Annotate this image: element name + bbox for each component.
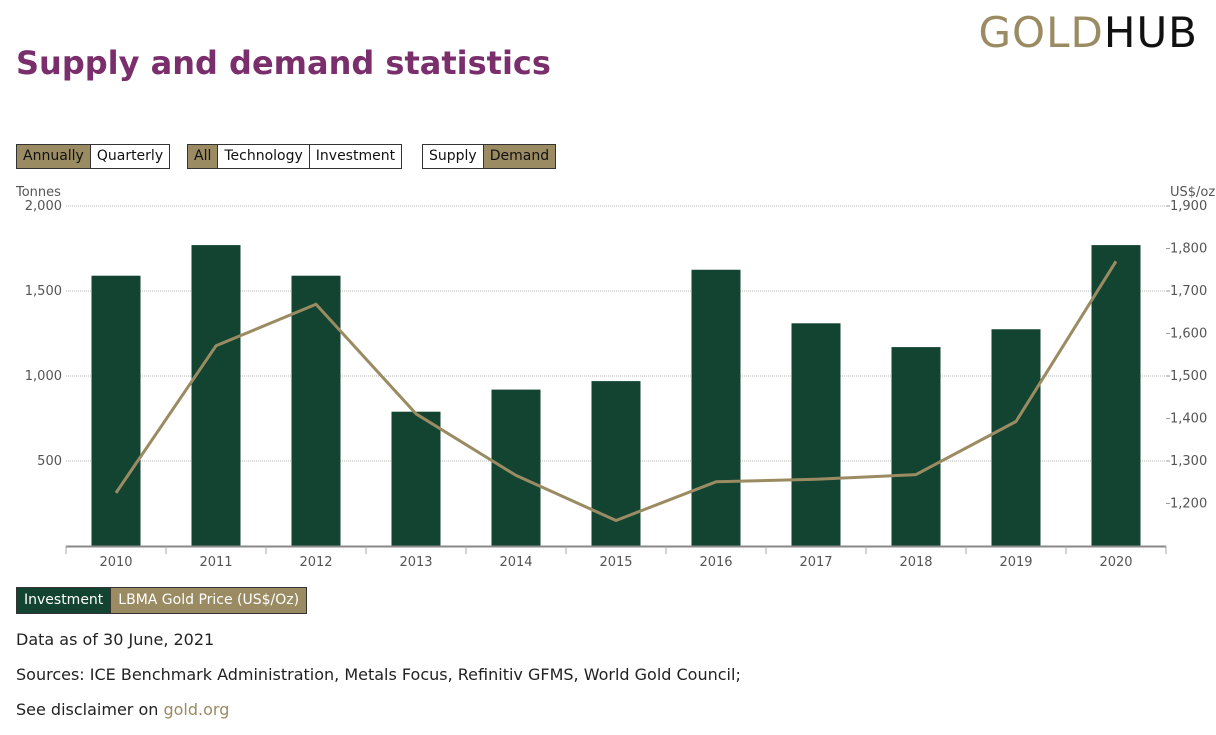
gold-price-line — [114, 260, 1118, 522]
x-tick-label: 2020 — [1099, 555, 1132, 570]
investment-bars — [91, 245, 1141, 546]
sector-toggle-group: All Technology Investment — [187, 144, 403, 169]
supply-demand-chart: Tonnes US$/oz 500 1,000 1,500 2,000 1,200 1,3… — [15, 185, 1215, 570]
quarterly-button[interactable]: Quarterly — [89, 144, 171, 169]
x-tick-label: 2012 — [299, 555, 332, 570]
investment-bar — [91, 275, 141, 546]
y-right-tick-label: 1,700 — [1170, 284, 1207, 299]
x-tick-label: 2015 — [599, 555, 632, 570]
x-tick-label: 2017 — [799, 555, 832, 570]
gold-org-link[interactable]: gold.org — [163, 700, 230, 719]
y-right-tick-label: 1,500 — [1170, 369, 1207, 384]
investment-button[interactable]: Investment — [308, 144, 403, 169]
x-tick-label: 2016 — [699, 555, 732, 570]
x-tick-label: 2014 — [499, 555, 532, 570]
investment-bar — [791, 323, 841, 546]
technology-button[interactable]: Technology — [217, 144, 310, 169]
y-right-tick-label: 1,900 — [1170, 199, 1207, 214]
y-left-tick-label: 500 — [37, 454, 62, 469]
y-right-tick-label: 1,300 — [1170, 454, 1207, 469]
y-right-tick-label: 1,800 — [1170, 242, 1207, 257]
investment-bar — [391, 411, 441, 546]
page-title: Supply and demand statistics — [16, 44, 551, 82]
logo-gold-text: GOLD — [978, 8, 1104, 57]
logo-hub-text: HUB — [1103, 8, 1198, 57]
gold-price-line-group — [114, 260, 1118, 522]
investment-bar — [491, 389, 541, 546]
y-left-tick-label: 2,000 — [25, 199, 62, 214]
x-tick-label: 2018 — [899, 555, 932, 570]
disclaimer-note: See disclaimer on gold.org — [16, 700, 229, 719]
investment-bar — [991, 329, 1041, 546]
data-date-note: Data as of 30 June, 2021 — [16, 630, 215, 649]
all-button[interactable]: All — [187, 144, 219, 169]
disclaimer-prefix: See disclaimer on — [16, 700, 164, 719]
supply-button[interactable]: Supply — [422, 144, 484, 169]
investment-bar — [1091, 245, 1141, 546]
axis-tick-labels: 500 1,000 1,500 2,000 1,200 1,300 1,400 1,500 1,… — [25, 199, 1207, 570]
goldhub-logo[interactable]: GOLDHUB — [979, 8, 1199, 57]
y-axis-left-label: Tonnes — [15, 185, 61, 200]
x-tick-label: 2011 — [199, 555, 232, 570]
investment-bar — [291, 275, 341, 546]
y-right-tick-label: 1,200 — [1170, 497, 1207, 512]
x-tick-label: 2019 — [999, 555, 1032, 570]
legend-gold-price[interactable]: LBMA Gold Price (US$/Oz) — [110, 587, 308, 614]
y-right-tick-label: 1,600 — [1170, 327, 1207, 342]
y-right-tick-label: 1,400 — [1170, 412, 1207, 427]
sources-note: Sources: ICE Benchmark Administration, M… — [16, 665, 741, 684]
flow-toggle-group: Supply Demand — [422, 144, 557, 169]
chart-legend: Investment LBMA Gold Price (US$/Oz) — [16, 587, 308, 614]
investment-bar — [891, 347, 941, 546]
x-tick-label: 2010 — [99, 555, 132, 570]
legend-investment[interactable]: Investment — [16, 587, 112, 614]
y-left-tick-label: 1,000 — [25, 369, 62, 384]
demand-button[interactable]: Demand — [482, 144, 557, 169]
investment-bar — [191, 245, 241, 546]
investment-bar — [591, 381, 641, 546]
x-tick-label: 2013 — [399, 555, 432, 570]
x-axis — [65, 205, 1170, 554]
period-toggle-group: Annually Quarterly — [16, 144, 171, 169]
y-axis-right-label: US$/oz — [1170, 185, 1215, 200]
y-left-tick-label: 1,500 — [25, 284, 62, 299]
annually-button[interactable]: Annually — [16, 144, 91, 169]
investment-bar — [691, 269, 741, 546]
